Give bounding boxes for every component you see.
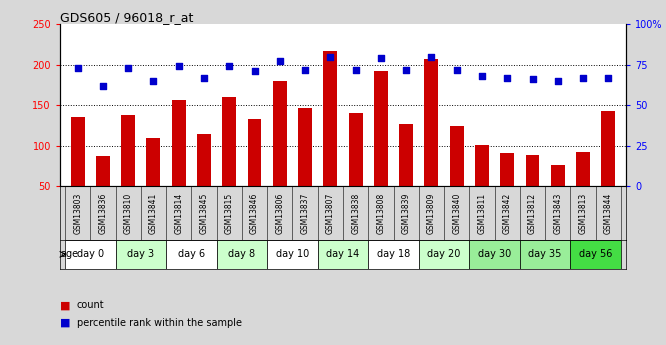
Text: GSM13846: GSM13846 [250,193,259,234]
Text: GSM13839: GSM13839 [402,193,411,234]
Text: GSM13810: GSM13810 [124,193,133,234]
Text: GSM13812: GSM13812 [528,193,537,234]
Point [350,67,361,72]
Point [73,65,83,71]
Point [577,75,588,80]
Text: GSM13811: GSM13811 [478,193,486,234]
Point [452,67,462,72]
Text: GSM13841: GSM13841 [149,193,158,234]
Text: GSM13809: GSM13809 [427,193,436,234]
Text: ■: ■ [60,300,71,310]
Bar [571,239,621,269]
Bar [525,155,539,186]
Bar [197,134,211,186]
Point [274,59,285,64]
Bar [172,100,186,186]
Text: GSM13844: GSM13844 [604,193,613,234]
Bar [500,153,514,186]
Point [477,73,488,79]
Text: GSM13807: GSM13807 [326,193,335,234]
Text: GDS605 / 96018_r_at: GDS605 / 96018_r_at [60,11,193,24]
Text: day 3: day 3 [127,249,155,259]
Text: day 30: day 30 [478,249,511,259]
Text: GSM13838: GSM13838 [351,193,360,234]
Bar [318,239,368,269]
Bar [96,156,110,186]
Text: GSM13814: GSM13814 [174,193,183,234]
Bar [248,119,262,186]
Point [553,78,563,84]
Bar [349,114,362,186]
Bar [298,108,312,186]
Bar [71,118,85,186]
Point [401,67,412,72]
Text: GSM13813: GSM13813 [579,193,587,234]
Text: GSM13843: GSM13843 [553,193,562,234]
Bar [399,124,413,186]
Bar [551,165,565,186]
Text: GSM13842: GSM13842 [503,193,511,234]
Text: GSM13808: GSM13808 [376,193,386,234]
Point [426,54,437,59]
Text: day 20: day 20 [428,249,461,259]
Point [98,83,109,89]
Bar [222,97,236,186]
Point [527,77,538,82]
Bar [115,239,166,269]
Bar [121,115,135,186]
Bar [273,81,287,186]
Bar [576,151,590,186]
Bar [65,239,115,269]
Point [123,65,133,71]
Text: day 6: day 6 [178,249,205,259]
Text: GSM13815: GSM13815 [224,193,234,234]
Bar [601,111,615,186]
Text: day 0: day 0 [77,249,104,259]
Bar [424,59,438,186]
Text: day 56: day 56 [579,249,613,259]
Bar [475,145,489,186]
Point [325,54,336,59]
Text: age: age [60,249,79,259]
Point [173,63,184,69]
Point [300,67,310,72]
Bar [368,239,419,269]
Point [224,63,234,69]
Point [249,68,260,74]
Point [603,75,613,80]
Bar [419,239,470,269]
Text: GSM13845: GSM13845 [200,193,208,234]
Point [148,78,159,84]
Text: count: count [77,300,104,310]
Bar [520,239,571,269]
Bar [166,239,216,269]
Point [198,75,209,80]
Bar [147,138,161,186]
Text: GSM13806: GSM13806 [275,193,284,234]
Text: day 18: day 18 [377,249,410,259]
Text: day 35: day 35 [529,249,562,259]
Bar [324,51,337,186]
Bar [374,71,388,186]
Text: GSM13836: GSM13836 [99,193,107,234]
Text: day 8: day 8 [228,249,256,259]
Text: GSM13837: GSM13837 [300,193,310,234]
Text: day 14: day 14 [326,249,360,259]
Point [502,75,513,80]
Text: day 10: day 10 [276,249,309,259]
Text: GSM13840: GSM13840 [452,193,462,234]
Text: GSM13803: GSM13803 [73,193,82,234]
Bar [267,239,318,269]
Bar [216,239,267,269]
Text: percentile rank within the sample: percentile rank within the sample [77,318,242,327]
Text: ■: ■ [60,318,71,327]
Bar [450,126,464,186]
Point [376,56,386,61]
Bar [470,239,520,269]
